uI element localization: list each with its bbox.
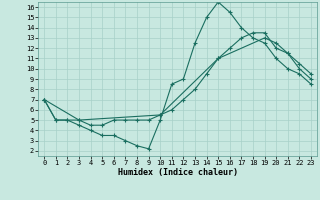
X-axis label: Humidex (Indice chaleur): Humidex (Indice chaleur) xyxy=(118,168,238,177)
